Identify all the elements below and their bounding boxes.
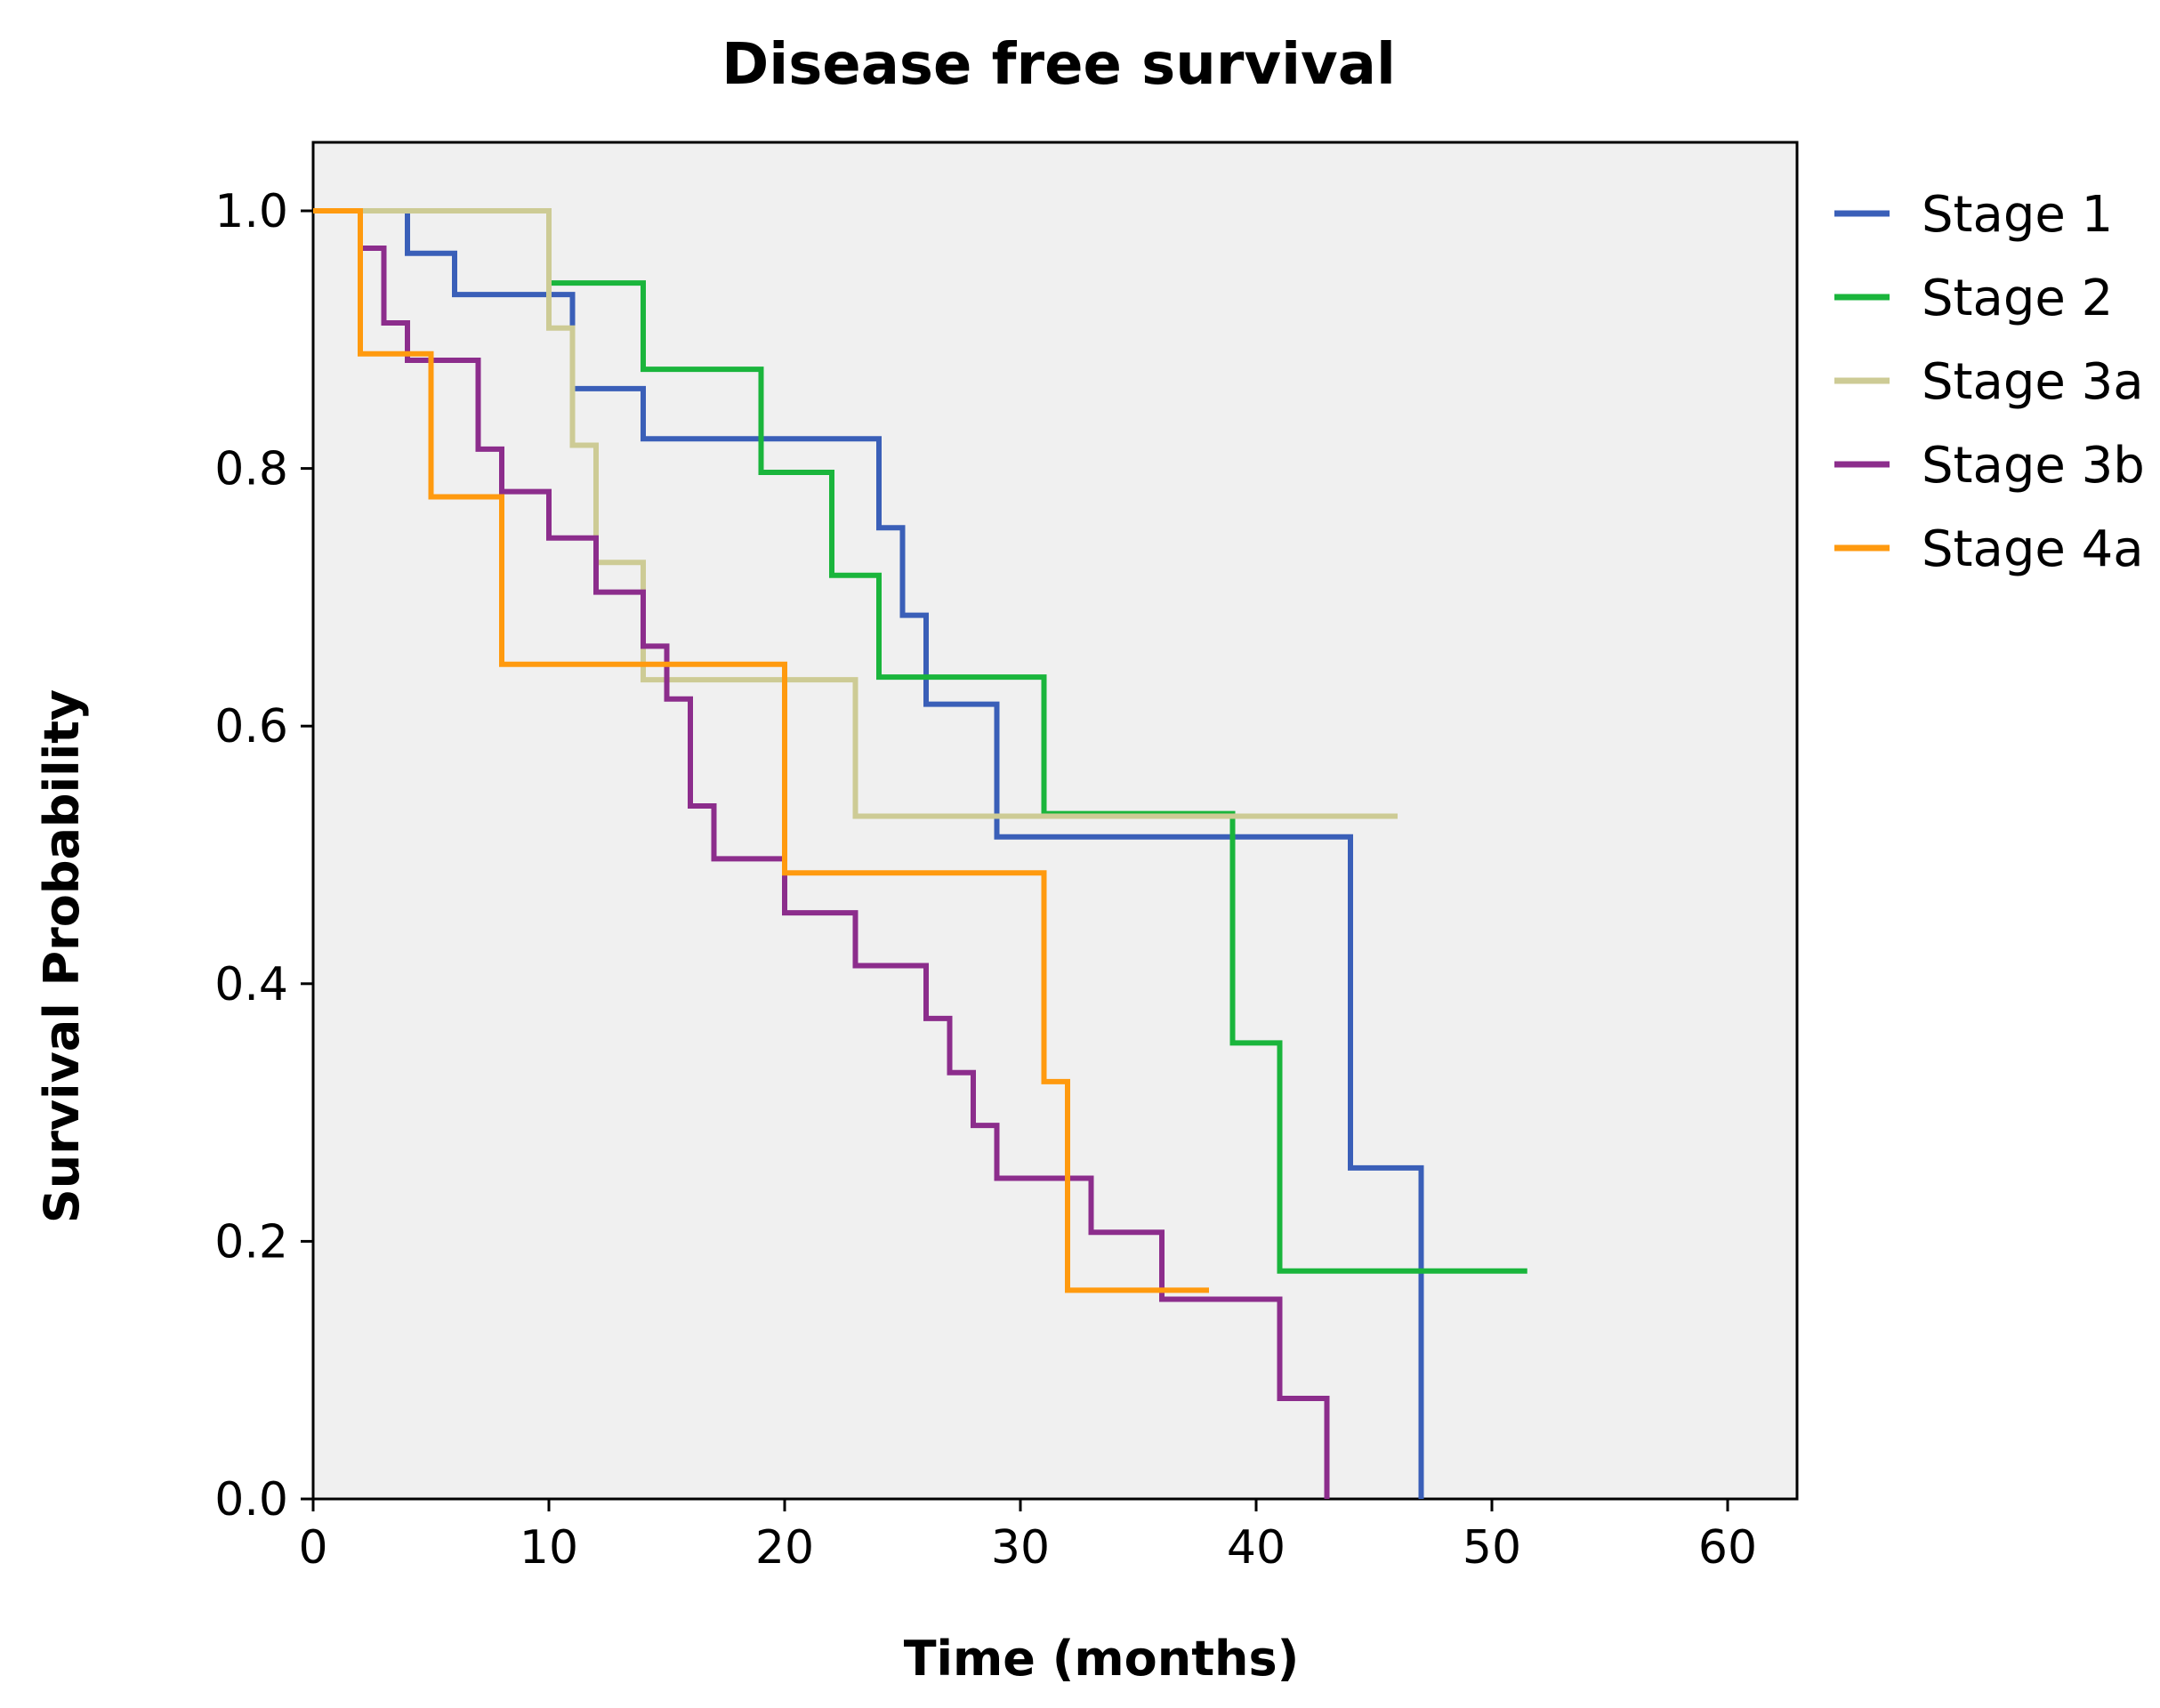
y-tick-label: 0.4 — [214, 958, 288, 1011]
legend: Stage 1 Stage 2 Stage 3a Stage 3b Stage 4a — [1834, 186, 2145, 578]
series-line-stage-3b — [313, 208, 1330, 1499]
y-tick-label: 1.0 — [214, 185, 288, 238]
y-tick-label: 0.2 — [214, 1215, 288, 1269]
y-tick-label: 0.8 — [214, 443, 288, 496]
x-tick-label: 40 — [1227, 1521, 1286, 1575]
x-tick-label: 50 — [1463, 1521, 1521, 1575]
legend-label-stage-1: Stage 1 — [1922, 186, 2113, 244]
series-line-stage-2 — [313, 208, 1527, 1274]
series-layer — [313, 208, 1527, 1499]
y-tick-label: 0.6 — [214, 700, 288, 753]
x-tick-label: 0 — [298, 1521, 327, 1575]
legend-label-stage-4a: Stage 4a — [1922, 520, 2144, 578]
y-axis-label: Survival Probability — [34, 689, 90, 1223]
legend-label-stage-3a: Stage 3a — [1922, 353, 2144, 411]
x-tick-label: 20 — [755, 1521, 814, 1575]
y-tick-label: 0.0 — [214, 1473, 288, 1527]
x-tick-label: 10 — [520, 1521, 578, 1575]
y-axis: 0.0 0.2 0.4 0.6 0.8 1.0 — [214, 185, 313, 1527]
x-tick-label: 30 — [991, 1521, 1050, 1575]
x-tick-label: 60 — [1698, 1521, 1757, 1575]
plot-area — [311, 141, 1799, 1501]
legend-label-stage-2: Stage 2 — [1922, 270, 2113, 327]
series-line-stage-4a — [313, 208, 1209, 1293]
legend-label-stage-3b: Stage 3b — [1922, 437, 2145, 495]
x-axis: 0 10 20 30 40 50 60 — [298, 1499, 1757, 1575]
series-line-stage-3a — [313, 208, 1398, 819]
x-axis-label: Time (months) — [904, 1631, 1300, 1687]
chart-title: Disease free survival — [721, 32, 1396, 98]
